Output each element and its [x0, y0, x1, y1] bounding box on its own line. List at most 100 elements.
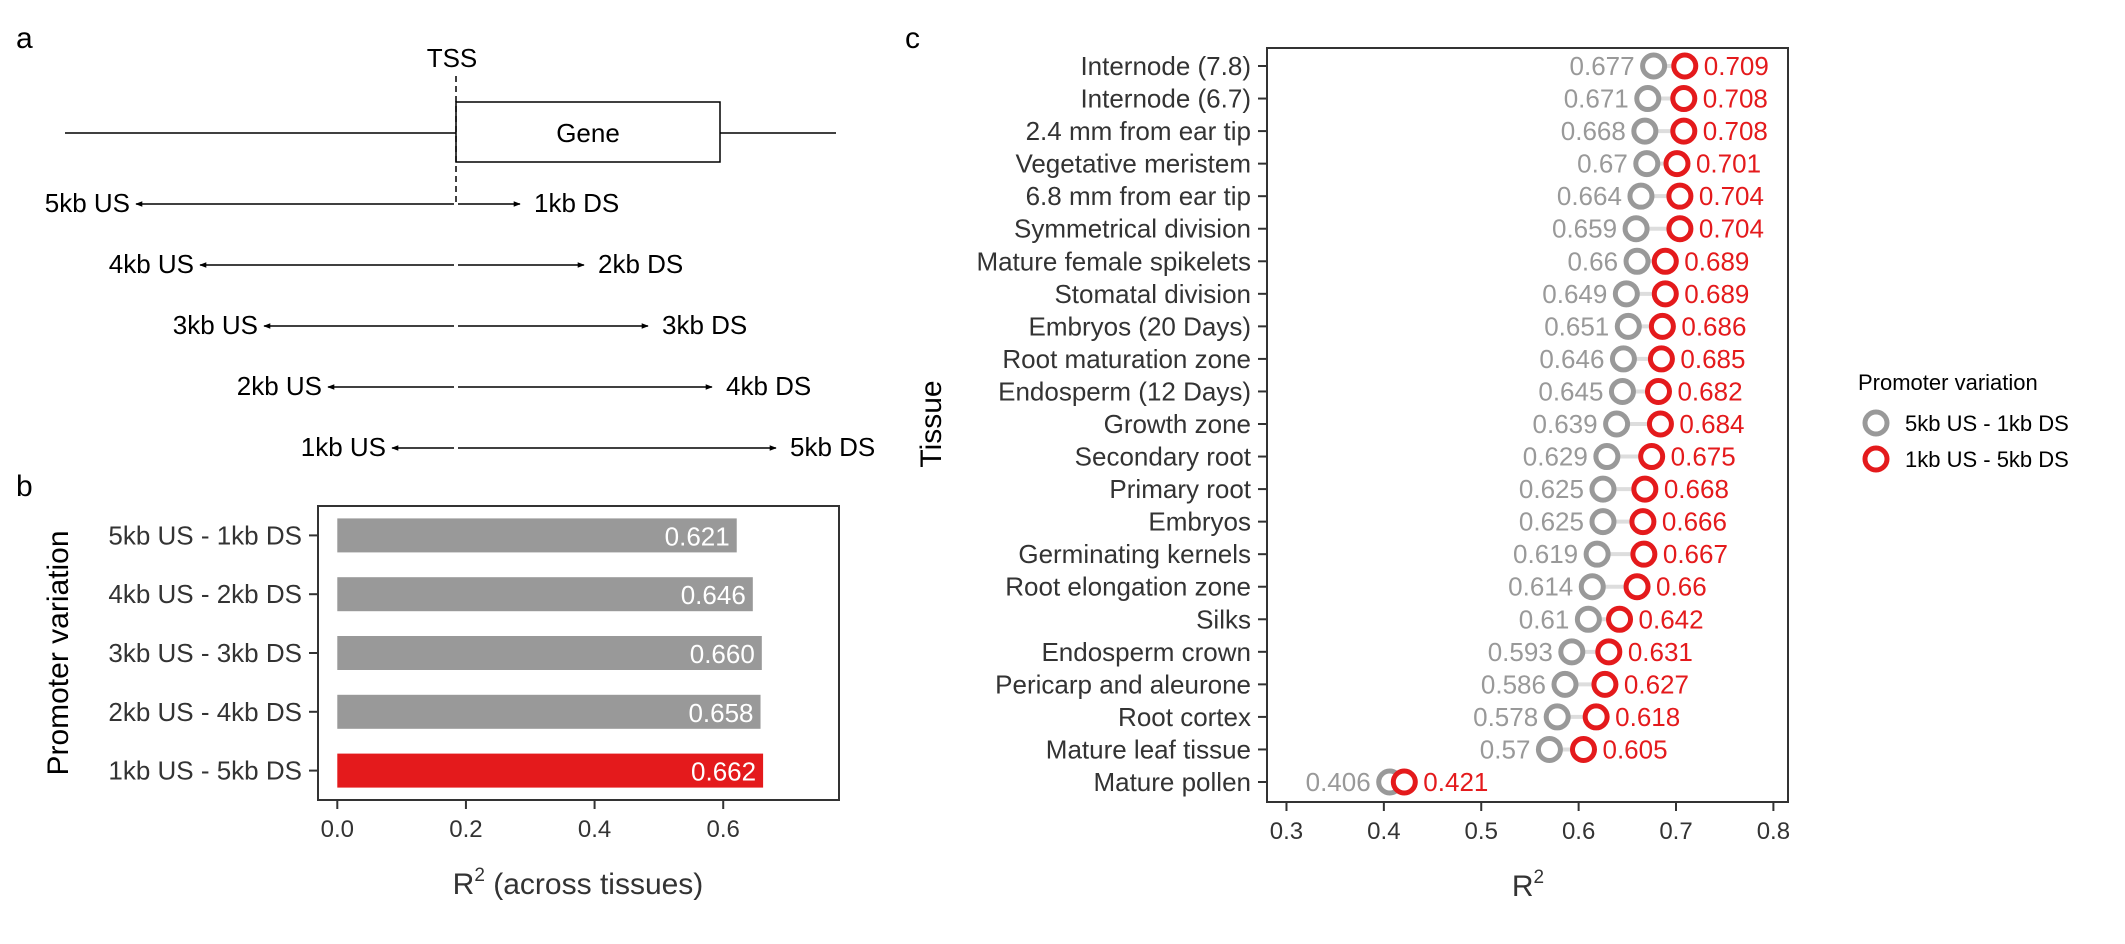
bar-value-label: 0.660	[690, 639, 755, 669]
value-label-1kb-us-5kb-ds: 0.666	[1662, 507, 1727, 537]
point-1kb-us-5kb-ds	[1647, 345, 1675, 373]
value-label-1kb-us-5kb-ds: 0.682	[1677, 376, 1742, 406]
y-tick-label: Root cortex	[1118, 702, 1251, 732]
x-tick-label: 0.8	[1757, 818, 1790, 845]
value-label-5kb-us-1kb-ds: 0.677	[1570, 51, 1635, 81]
value-label-5kb-us-1kb-ds: 0.61	[1519, 604, 1570, 634]
value-label-1kb-us-5kb-ds: 0.708	[1703, 84, 1768, 114]
dot-y-ticks: Internode (7.8)Internode (6.7)2.4 mm fro…	[976, 51, 1267, 797]
value-label-1kb-us-5kb-ds: 0.704	[1699, 181, 1764, 211]
value-label-5kb-us-1kb-ds: 0.645	[1538, 376, 1603, 406]
point-1kb-us-5kb-ds	[1390, 768, 1418, 796]
point-5kb-us-1kb-ds	[1535, 735, 1563, 763]
value-label-1kb-us-5kb-ds: 0.689	[1684, 246, 1749, 276]
panel-a-schematic: Gene TSS 5kb US 1kb DS 4kb US 2kb DS 3kb US 3…	[45, 43, 876, 462]
upstream-label: 2kb US	[237, 371, 322, 401]
point-5kb-us-1kb-ds	[1614, 312, 1642, 340]
point-5kb-us-1kb-ds	[1634, 85, 1662, 113]
y-tick-label: Mature leaf tissue	[1046, 734, 1251, 764]
value-label-5kb-us-1kb-ds: 0.578	[1473, 702, 1538, 732]
point-5kb-us-1kb-ds	[1633, 150, 1661, 178]
point-1kb-us-5kb-ds	[1651, 247, 1679, 275]
point-1kb-us-5kb-ds	[1666, 215, 1694, 243]
bar-value-label: 0.621	[665, 521, 730, 551]
x-tick-label: 0.6	[1562, 818, 1595, 845]
y-tick-label: 5kb US - 1kb DS	[108, 520, 302, 550]
y-tick-label: 1kb US - 5kb DS	[108, 756, 302, 786]
bar	[337, 694, 761, 729]
legend-title: Promoter variation	[1858, 370, 2038, 395]
panel-label-c: c	[905, 22, 920, 55]
point-5kb-us-1kb-ds	[1558, 638, 1586, 666]
point-5kb-us-1kb-ds	[1622, 215, 1650, 243]
x-tick-label: 0.4	[578, 816, 611, 843]
y-tick-label: Secondary root	[1075, 442, 1252, 472]
point-5kb-us-1kb-ds	[1612, 280, 1640, 308]
legend-items: 5kb US - 1kb DS 1kb US - 5kb DS	[1862, 409, 2069, 473]
bar-value-label: 0.646	[681, 580, 746, 610]
bar-value-label: 0.658	[688, 698, 753, 728]
value-label-5kb-us-1kb-ds: 0.67	[1577, 149, 1628, 179]
point-5kb-us-1kb-ds	[1578, 573, 1606, 601]
y-tick-label: Growth zone	[1104, 409, 1251, 439]
point-1kb-us-5kb-ds	[1666, 182, 1694, 210]
bar	[337, 577, 753, 612]
point-5kb-us-1kb-ds	[1640, 52, 1668, 80]
bar-marks: 0.621 0.646 0.660 0.658 0.662	[337, 518, 764, 788]
point-1kb-us-5kb-ds	[1651, 280, 1679, 308]
value-label-1kb-us-5kb-ds: 0.627	[1624, 669, 1689, 699]
point-1kb-us-5kb-ds	[1606, 605, 1634, 633]
point-5kb-us-1kb-ds	[1627, 182, 1655, 210]
point-1kb-us-5kb-ds	[1646, 410, 1674, 438]
value-label-1kb-us-5kb-ds: 0.704	[1699, 214, 1764, 244]
y-tick-label: Silks	[1196, 604, 1251, 634]
y-tick-label: Embryos (20 Days)	[1029, 311, 1252, 341]
point-1kb-us-5kb-ds	[1638, 443, 1666, 471]
point-1kb-us-5kb-ds	[1671, 52, 1699, 80]
value-label-5kb-us-1kb-ds: 0.646	[1539, 344, 1604, 374]
value-label-5kb-us-1kb-ds: 0.586	[1481, 669, 1546, 699]
value-label-1kb-us-5kb-ds: 0.685	[1680, 344, 1745, 374]
value-label-5kb-us-1kb-ds: 0.671	[1564, 84, 1629, 114]
y-tick-label: Stomatal division	[1054, 279, 1251, 309]
y-tick-label: Primary root	[1109, 474, 1251, 504]
downstream-label: 3kb DS	[662, 310, 747, 340]
upstream-label: 5kb US	[45, 188, 130, 218]
value-label-1kb-us-5kb-ds: 0.642	[1639, 604, 1704, 634]
dot-y-axis-label: Tissue	[915, 380, 948, 467]
point-5kb-us-1kb-ds	[1603, 410, 1631, 438]
panel-label-b: b	[16, 470, 33, 503]
y-tick-label: Vegetative meristem	[1015, 149, 1251, 179]
point-1kb-us-5kb-ds	[1591, 670, 1619, 698]
y-tick-label: 2.4 mm from ear tip	[1026, 116, 1251, 146]
value-label-1kb-us-5kb-ds: 0.66	[1656, 572, 1707, 602]
value-label-5kb-us-1kb-ds: 0.664	[1557, 181, 1622, 211]
point-1kb-us-5kb-ds	[1629, 508, 1657, 536]
value-label-5kb-us-1kb-ds: 0.659	[1552, 214, 1617, 244]
x-tick-label: 0.4	[1367, 818, 1400, 845]
legend-label: 1kb US - 5kb DS	[1905, 447, 2069, 472]
point-1kb-us-5kb-ds	[1582, 703, 1610, 731]
y-tick-label: Internode (7.8)	[1080, 51, 1251, 81]
value-label-1kb-us-5kb-ds: 0.709	[1704, 51, 1769, 81]
downstream-label: 2kb DS	[598, 249, 683, 279]
bar	[337, 518, 737, 553]
point-5kb-us-1kb-ds	[1608, 377, 1636, 405]
value-label-5kb-us-1kb-ds: 0.629	[1523, 442, 1588, 472]
point-1kb-us-5kb-ds	[1663, 150, 1691, 178]
tss-label: TSS	[427, 43, 478, 73]
dot-x-ticks: 0.3 0.4 0.5 0.6 0.7 0.8	[1270, 802, 1790, 845]
downstream-label: 5kb DS	[790, 432, 875, 462]
panel-label-a: a	[16, 22, 33, 55]
value-label-1kb-us-5kb-ds: 0.667	[1663, 539, 1728, 569]
y-tick-label: Root maturation zone	[1002, 344, 1251, 374]
dot-marks	[1376, 52, 1699, 796]
bar-x-axis-label: R2 (across tissues)	[453, 865, 704, 901]
value-label-5kb-us-1kb-ds: 0.614	[1508, 572, 1573, 602]
value-label-5kb-us-1kb-ds: 0.668	[1561, 116, 1626, 146]
value-label-1kb-us-5kb-ds: 0.631	[1628, 637, 1693, 667]
point-1kb-us-5kb-ds	[1595, 638, 1623, 666]
y-tick-label: 6.8 mm from ear tip	[1026, 181, 1251, 211]
